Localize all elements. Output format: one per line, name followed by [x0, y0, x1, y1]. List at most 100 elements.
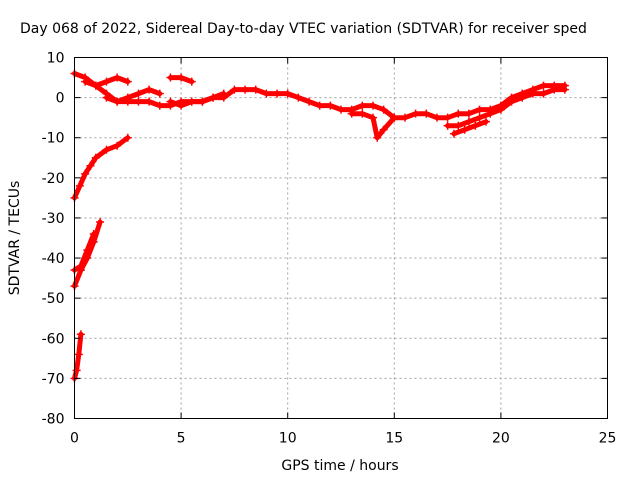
x-axis-title: GPS time / hours: [281, 458, 398, 474]
series-line: [72, 135, 131, 201]
data-point: [81, 77, 90, 86]
data-point: [187, 77, 196, 86]
series-late-track: [443, 85, 569, 130]
data-point: [539, 81, 548, 90]
data-point: [102, 145, 111, 154]
data-point: [91, 81, 100, 90]
series-line: [445, 87, 568, 129]
data-point: [123, 97, 132, 106]
series-dip-track: [347, 109, 399, 142]
y-tick-label: -80: [42, 412, 65, 428]
series-line: [167, 83, 568, 121]
data-point: [432, 113, 441, 122]
data-point: [464, 117, 473, 126]
data-point: [177, 73, 186, 82]
data-point: [72, 366, 81, 375]
series-main-track-lower: [102, 89, 228, 110]
data-point: [177, 97, 186, 106]
data-point: [166, 101, 175, 110]
series-layer: [70, 69, 569, 383]
series-bump-track: [166, 73, 196, 86]
data-point: [368, 101, 377, 110]
data-point: [76, 330, 85, 339]
y-tick-label: -40: [42, 251, 65, 267]
data-point: [81, 169, 90, 178]
plot-frame: [74, 57, 608, 419]
data-point: [373, 133, 382, 142]
data-point: [475, 113, 484, 122]
data-point: [145, 97, 154, 106]
data-point: [379, 125, 388, 134]
data-point: [464, 109, 473, 118]
data-point: [337, 105, 345, 114]
data-point: [368, 113, 377, 122]
data-point: [518, 93, 527, 102]
y-tick-label: -10: [42, 131, 65, 147]
y-tick-label: -70: [42, 371, 65, 387]
data-point: [134, 89, 143, 98]
series-main-track-middle: [166, 81, 569, 122]
data-point: [123, 77, 132, 86]
data-point: [219, 89, 228, 98]
data-point: [96, 217, 105, 226]
data-point: [273, 89, 282, 98]
data-point: [262, 89, 271, 98]
series-line: [104, 91, 227, 109]
series-line: [451, 119, 489, 137]
data-point: [507, 97, 516, 106]
data-point: [347, 109, 356, 118]
data-point: [486, 109, 495, 118]
data-point: [460, 125, 469, 134]
data-point: [283, 89, 292, 98]
data-point: [145, 85, 154, 94]
data-point: [75, 181, 84, 190]
series-late-track-2: [449, 117, 490, 138]
data-point: [315, 101, 324, 110]
y-axis-title: SDTVAR / TECUs: [7, 181, 23, 296]
y-tick-label: -20: [42, 171, 65, 187]
data-point: [134, 97, 143, 106]
data-point: [113, 141, 122, 150]
series-main-track-arc: [81, 73, 132, 90]
data-point: [454, 109, 463, 118]
data-point: [155, 89, 164, 98]
data-point: [91, 153, 100, 162]
data-point: [400, 113, 409, 122]
data-point: [550, 85, 559, 94]
data-point: [294, 93, 303, 102]
data-point: [113, 73, 122, 82]
data-point: [326, 101, 335, 110]
x-tick-label: 25: [599, 431, 617, 447]
x-tick-label: 15: [385, 431, 403, 447]
data-point: [187, 97, 196, 106]
data-point: [89, 229, 98, 238]
data-point: [113, 97, 122, 106]
data-point: [74, 350, 83, 359]
data-point: [390, 113, 399, 122]
data-point: [251, 85, 260, 94]
data-point: [241, 85, 250, 94]
y-tick-label: -60: [42, 331, 65, 347]
data-point: [379, 105, 388, 114]
data-point: [358, 109, 367, 118]
y-tick-label: 10: [47, 51, 65, 67]
data-point: [481, 117, 490, 126]
data-point: [305, 97, 314, 106]
data-point: [358, 101, 367, 110]
data-point: [560, 85, 569, 94]
data-point: [422, 109, 431, 118]
x-tick-label: 0: [70, 431, 79, 447]
x-tick-label: 10: [279, 431, 297, 447]
tick-layer: 0 5 10 15 20 25 10 0 -10 -20 -30 -40 -50 -60 -70 -80: [42, 51, 617, 447]
x-tick-label: 20: [492, 431, 510, 447]
data-point: [209, 93, 218, 102]
series-line: [72, 331, 84, 381]
data-point: [454, 121, 463, 130]
series-line: [72, 231, 97, 273]
x-tick-label: 5: [177, 431, 186, 447]
data-point: [166, 73, 175, 82]
data-point: [230, 85, 239, 94]
data-point: [411, 109, 420, 118]
series-early-rise: [70, 133, 132, 202]
